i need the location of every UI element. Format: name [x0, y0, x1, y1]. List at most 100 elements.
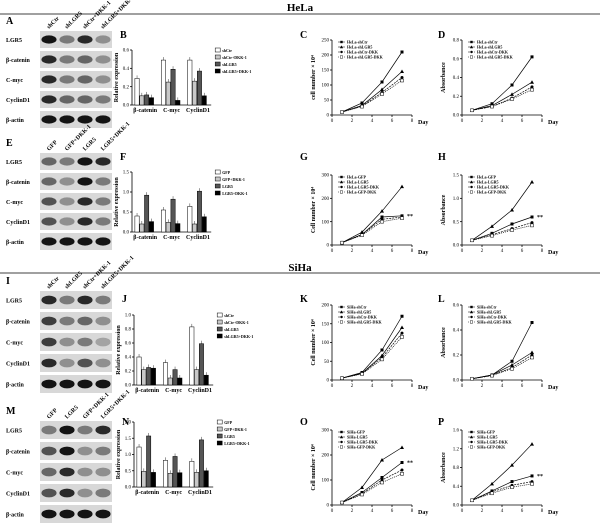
- blot-band: [59, 379, 75, 389]
- series-line: [341, 217, 403, 243]
- series-line: [341, 80, 403, 113]
- blot-band: [41, 217, 57, 226]
- blot-band: [95, 157, 111, 166]
- x-tick-label: 2: [481, 509, 484, 514]
- line-chart-K: K 0 2 4 6 8 0 50 100 150 200 Day Cell number × 10⁴ Si…: [300, 294, 428, 391]
- data-point: [490, 233, 494, 238]
- bar: [201, 95, 207, 106]
- x-category-label: β-catenin: [135, 490, 159, 496]
- y-tick-label: 0.6: [123, 49, 130, 54]
- blot-band: [59, 55, 75, 64]
- legend-entry: SiHa-shCtr: [477, 305, 497, 310]
- bar: [151, 472, 156, 488]
- legend-entry: HeLa-shLGR5-DKK: [477, 55, 514, 60]
- blot-strip: [40, 193, 112, 210]
- blot-band: [95, 55, 111, 64]
- blot-row-label: β-actin: [6, 513, 24, 519]
- blot-strip: [40, 111, 112, 128]
- section-title-hela: HeLa: [287, 2, 314, 14]
- blot-band: [77, 316, 93, 326]
- blot-strip: [40, 484, 112, 502]
- x-category-label: C-myc: [165, 490, 182, 496]
- legend-entry: GFP+DKK-1: [224, 427, 247, 432]
- bar: [146, 435, 152, 488]
- y-axis-label: Cell number × 10⁴: [311, 444, 317, 490]
- legend-marker: [340, 445, 343, 449]
- data-point: [360, 372, 364, 376]
- x-tick-label: 0: [331, 119, 334, 124]
- legend-entry: SiHa-shLGR5: [477, 310, 501, 315]
- legend-marker: [470, 315, 473, 319]
- x-tick-label: 8: [411, 249, 414, 254]
- legend-marker: [470, 445, 473, 449]
- data-point: [530, 474, 534, 478]
- legend-entry: shCtr+DKK-1: [224, 320, 249, 325]
- data-point: [510, 228, 514, 232]
- panel-label: D: [438, 30, 445, 41]
- x-category-label: β-catenin: [133, 108, 157, 114]
- blot-strip: [40, 31, 112, 48]
- legend-marker: [469, 45, 474, 49]
- blot-strip: [40, 291, 112, 309]
- data-point: [400, 468, 404, 472]
- blot-strip: [40, 51, 112, 68]
- blot-strip: [40, 354, 112, 372]
- legend-entry: HeLa-shLGR5: [347, 45, 372, 50]
- bar: [167, 473, 173, 488]
- significance-annotation: **: [407, 214, 413, 220]
- y-tick-label: 0.5: [125, 469, 132, 474]
- data-point: [400, 50, 404, 54]
- legend-marker: [469, 435, 474, 439]
- data-point: [380, 480, 384, 485]
- legend-marker: [470, 305, 473, 309]
- bar: [199, 343, 204, 386]
- series-line: [341, 51, 403, 113]
- line-chart-O: O 0 2 4 6 8 0 100 200 300 Day Cell number × 10⁴ SiHa…: [300, 417, 428, 516]
- bar: [144, 194, 150, 233]
- series-line: [471, 222, 533, 241]
- y-tick-label: 0: [327, 244, 330, 249]
- lane-label: LGR5: [82, 137, 98, 153]
- panel-label: B: [120, 30, 127, 41]
- x-tick-label: 6: [521, 249, 524, 254]
- series-line: [341, 216, 403, 243]
- blot-strip: [40, 505, 112, 523]
- x-tick-label: 4: [501, 509, 504, 514]
- blot-band: [59, 95, 75, 104]
- legend-entry: shLGR5: [224, 327, 238, 332]
- series-line: [471, 357, 533, 380]
- data-point: [400, 335, 404, 339]
- blot-band: [77, 295, 93, 305]
- series-line: [341, 473, 403, 503]
- blot-band: [59, 467, 75, 477]
- y-tick-label: 300: [322, 429, 330, 434]
- x-tick-label: 2: [481, 119, 484, 124]
- x-tick-label: 2: [351, 249, 354, 254]
- y-tick-label: 100: [322, 220, 330, 225]
- y-tick-label: 0.8: [453, 466, 460, 471]
- blot-band: [95, 237, 111, 246]
- legend-marker: [339, 435, 344, 439]
- panel-label: E: [6, 138, 13, 149]
- bar: [139, 223, 145, 233]
- blot-band: [59, 115, 75, 124]
- legend-entry: GFP+DKK-1: [222, 177, 245, 182]
- blot-band: [95, 337, 111, 347]
- y-tick-label: 0: [327, 379, 330, 384]
- legend-entry: shCtr: [224, 313, 234, 318]
- blot-band: [41, 237, 57, 246]
- bar: [203, 470, 209, 488]
- panel-label: F: [120, 152, 126, 163]
- data-point: [360, 485, 364, 489]
- x-tick-label: 6: [521, 384, 524, 389]
- blot-row-label: CyclinD1: [6, 362, 30, 368]
- blot-band: [95, 217, 111, 226]
- y-axis-label: Cell number × 10⁴: [311, 187, 317, 233]
- series-line: [471, 481, 533, 501]
- bar: [201, 216, 207, 233]
- blot-band: [59, 217, 75, 226]
- blot-band: [77, 75, 93, 84]
